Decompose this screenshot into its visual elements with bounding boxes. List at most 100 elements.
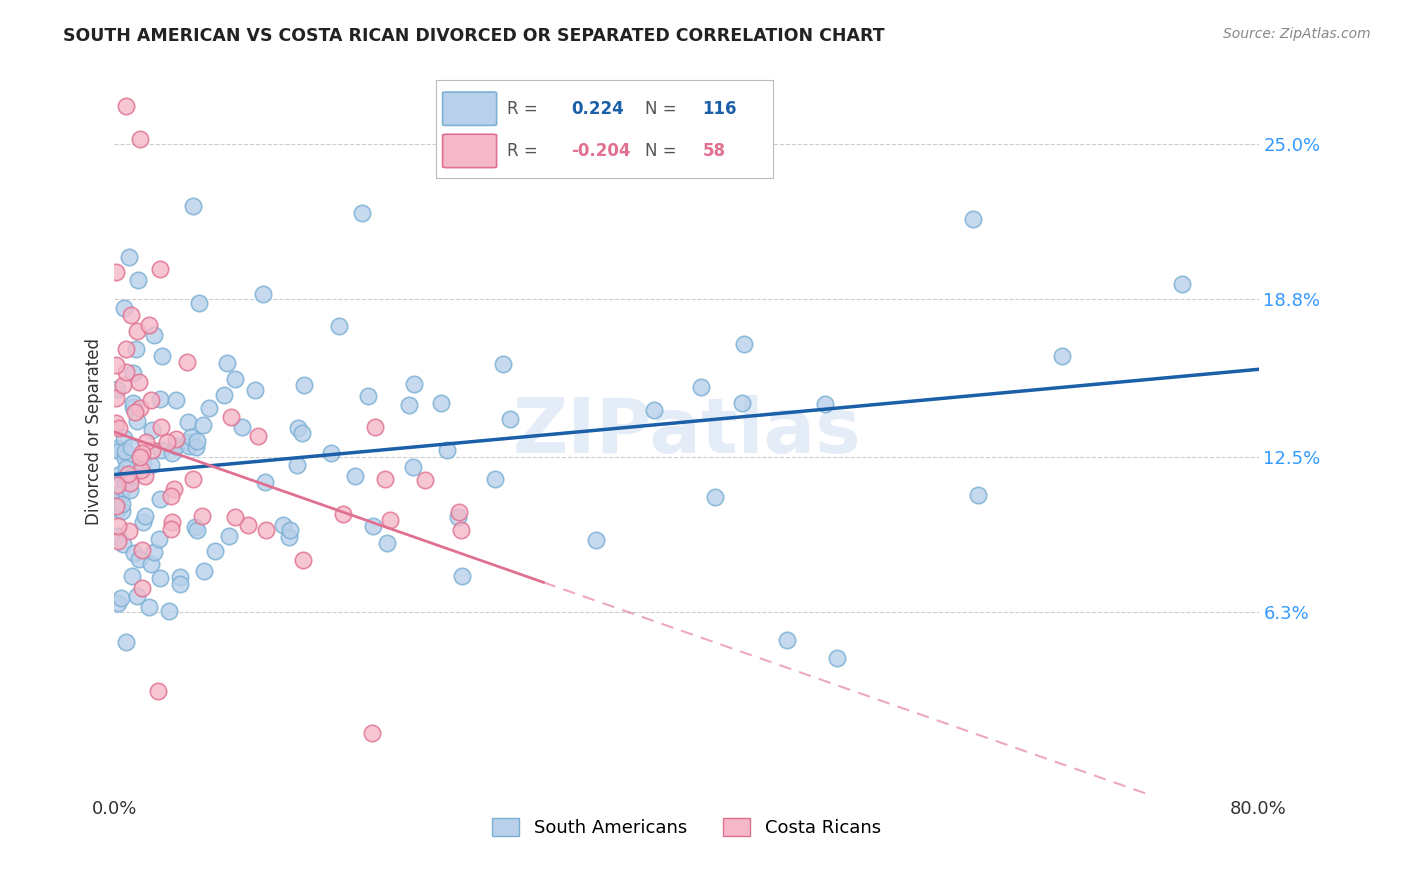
Point (150, 443, 173, 458)
Point (169, 570, 191, 584)
Point (108, 421, 131, 435)
Point (643, 402, 665, 417)
Point (121, 366, 143, 380)
Point (160, 522, 183, 536)
Point (141, 558, 163, 572)
Point (450, 568, 472, 582)
Point (176, 355, 198, 369)
Point (169, 577, 191, 591)
Point (138, 600, 160, 615)
Point (120, 308, 142, 322)
Point (135, 435, 157, 450)
Point (193, 564, 215, 578)
Point (134, 468, 156, 483)
Point (149, 491, 172, 506)
Point (128, 376, 150, 390)
Point (132, 456, 155, 470)
Point (115, 461, 138, 475)
Point (285, 458, 308, 472)
Point (191, 417, 214, 432)
Point (131, 581, 153, 595)
Point (115, 342, 138, 356)
Point (703, 490, 725, 504)
Point (141, 423, 163, 437)
Point (1170, 277, 1192, 291)
Point (165, 393, 187, 408)
Point (179, 439, 201, 453)
Point (149, 392, 172, 406)
Point (398, 398, 420, 412)
Text: 0.224: 0.224 (571, 100, 624, 118)
Point (121, 568, 143, 582)
Point (492, 357, 515, 371)
Point (278, 529, 301, 543)
Point (246, 429, 269, 443)
Point (121, 400, 143, 414)
Point (292, 377, 315, 392)
Point (139, 458, 162, 473)
Point (328, 319, 350, 334)
Point (107, 501, 129, 516)
Point (121, 469, 143, 483)
Point (117, 467, 139, 481)
Point (110, 591, 132, 606)
Point (105, 383, 128, 397)
Point (775, 632, 797, 647)
Point (967, 488, 990, 502)
Point (104, 358, 127, 372)
Point (402, 377, 425, 392)
Point (160, 515, 183, 529)
Point (125, 325, 148, 339)
Point (114, 468, 136, 483)
FancyBboxPatch shape (443, 92, 496, 126)
Point (243, 383, 266, 397)
Point (129, 401, 152, 415)
Point (357, 389, 380, 403)
Point (104, 500, 127, 514)
Point (271, 518, 294, 533)
Point (585, 533, 607, 547)
Point (186, 434, 208, 449)
Point (120, 475, 142, 490)
Point (132, 515, 155, 529)
Point (224, 509, 246, 524)
Point (149, 262, 172, 277)
Point (146, 684, 169, 698)
Point (125, 589, 148, 603)
Point (139, 393, 162, 408)
Point (112, 431, 135, 445)
Point (156, 434, 179, 449)
Point (105, 265, 128, 279)
Text: R =: R = (506, 142, 543, 160)
Point (197, 401, 219, 416)
Point (374, 473, 396, 487)
Point (165, 432, 187, 446)
Point (186, 523, 208, 537)
Point (360, 725, 382, 739)
Point (129, 463, 152, 477)
Text: 116: 116 (703, 100, 737, 118)
Point (115, 99, 138, 113)
Point (111, 537, 134, 551)
Text: N =: N = (645, 142, 682, 160)
Point (343, 468, 366, 483)
Point (110, 487, 132, 501)
Point (124, 405, 146, 419)
Text: 58: 58 (703, 142, 725, 160)
Point (114, 451, 136, 466)
Point (134, 508, 156, 523)
Point (380, 513, 402, 527)
Point (143, 328, 166, 343)
Point (254, 523, 277, 537)
Point (413, 473, 436, 487)
Point (447, 510, 470, 524)
Text: Source: ZipAtlas.com: Source: ZipAtlas.com (1223, 27, 1371, 41)
Point (191, 508, 214, 523)
Point (108, 467, 131, 481)
Point (814, 397, 837, 411)
Point (114, 473, 136, 487)
Point (181, 199, 204, 213)
Point (188, 296, 211, 310)
Point (184, 520, 207, 534)
Text: N =: N = (645, 100, 682, 118)
